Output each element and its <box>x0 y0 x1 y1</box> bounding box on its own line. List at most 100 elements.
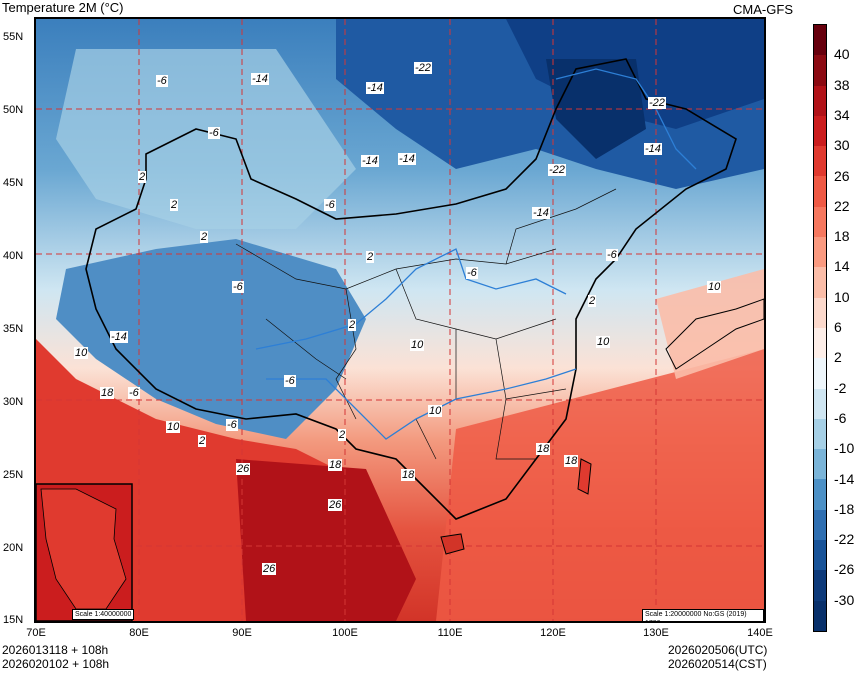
hainan-island <box>440 533 465 555</box>
colorbar-tick-label: 14 <box>834 258 850 275</box>
contour-label: -6 <box>284 375 296 387</box>
lat-label: 40N <box>3 250 24 262</box>
colorbar-swatch <box>814 297 826 328</box>
contour-label: 2 <box>366 251 375 263</box>
colorbar-swatch <box>814 600 826 631</box>
lon-label: 110E <box>437 627 463 639</box>
model-name: CMA-GFS <box>733 2 793 17</box>
contour-label: -14 <box>361 155 379 167</box>
colorbar-tick-label: 26 <box>834 167 850 184</box>
contour-label: 26 <box>328 499 343 511</box>
rivers <box>255 68 697 440</box>
contour-label: -14 <box>251 73 269 85</box>
colorbar-tick-label: 40 <box>834 46 850 63</box>
lat-label: 45N <box>3 177 24 189</box>
contour-label: 10 <box>596 336 611 348</box>
colorbar-tick-label: 2 <box>834 349 842 366</box>
valid-time-utc: 2026020506(UTC) <box>668 643 768 657</box>
lon-label: 130E <box>643 627 669 639</box>
colorbar-swatch <box>814 55 826 86</box>
colorbar-swatch <box>814 146 826 177</box>
contour-label: 2 <box>338 429 347 441</box>
init-time-cst: 2026020102 + 108h <box>2 657 110 671</box>
colorbar-tick-label: -6 <box>834 409 847 426</box>
contour-label: -22 <box>414 62 432 74</box>
contour-label: 26 <box>236 463 251 475</box>
lon-label: 90E <box>232 627 252 639</box>
init-time-utc: 2026013118 + 108h <box>2 643 109 657</box>
contour-label: 18 <box>564 455 579 467</box>
contour-label: -22 <box>648 97 666 109</box>
lat-label: 20N <box>3 542 24 554</box>
colorbar-swatch <box>814 509 826 541</box>
colorbar-tick-label: -14 <box>834 470 855 487</box>
contour-label: -14 <box>644 143 662 155</box>
lon-label: 100E <box>332 627 358 639</box>
map-title: Temperature 2M (°C) <box>2 0 124 15</box>
contour-label: -6 <box>466 267 478 279</box>
contour-label: 18 <box>328 459 343 471</box>
colorbar <box>813 24 827 632</box>
temperature-map[interactable]: Scale 1:40000000 Scale 1:20000000 No:GS … <box>34 17 766 623</box>
colorbar-swatch <box>814 540 826 571</box>
contour-label: -6 <box>128 387 140 399</box>
lat-label: 50N <box>3 104 24 116</box>
xinjiang-field <box>56 49 356 229</box>
colorbar-swatch <box>814 418 826 450</box>
contour-label: 10 <box>74 347 89 359</box>
contour-label: 2 <box>138 171 147 183</box>
lat-label: 15N <box>3 614 24 626</box>
contour-label: 18 <box>100 387 115 399</box>
contour-label: 18 <box>401 469 416 481</box>
inset-scale: Scale 1:40000000 <box>72 609 135 620</box>
colorbar-swatch <box>814 358 826 389</box>
plateau-cold <box>56 239 366 439</box>
japan-field <box>656 269 764 379</box>
colorbar-swatch <box>814 25 826 56</box>
graticule <box>36 19 764 621</box>
lon-label: 70E <box>26 627 46 639</box>
colorbar-swatch <box>814 449 826 480</box>
contour-label: 2 <box>198 435 207 447</box>
contour-label: -6 <box>226 419 238 431</box>
colorbar-swatch <box>814 115 826 147</box>
lon-label: 140E <box>747 627 773 639</box>
contour-label: -6 <box>232 281 244 293</box>
main-scale: Scale 1:20000000 No:GS (2019) 1786 <box>642 609 764 621</box>
colorbar-tick-label: -22 <box>834 531 855 548</box>
colorbar-swatch <box>814 570 826 601</box>
contour-label: 2 <box>200 231 209 243</box>
colorbar-swatch <box>814 85 826 116</box>
contour-label: -6 <box>606 249 618 261</box>
contour-label: 18 <box>536 443 551 455</box>
contour-label: -6 <box>324 199 336 211</box>
lat-label: 30N <box>3 396 24 408</box>
contour-label: -14 <box>110 331 128 343</box>
lat-label: 35N <box>3 323 24 335</box>
colorbar-tick-label: 6 <box>834 319 842 335</box>
contour-label: -14 <box>532 207 550 219</box>
lat-label: 25N <box>3 469 24 481</box>
map-canvas <box>36 19 764 621</box>
lon-label: 80E <box>129 627 149 639</box>
colorbar-swatch <box>814 267 826 298</box>
contour-label: 10 <box>166 421 181 433</box>
colorbar-tick-label: 34 <box>834 106 850 123</box>
colorbar-tick-label: -26 <box>834 561 855 578</box>
colorbar-swatch <box>814 206 826 238</box>
colorbar-swatch <box>814 327 826 359</box>
hot-region <box>236 459 416 621</box>
contour-label: -22 <box>548 164 566 176</box>
japan-coast <box>665 298 764 370</box>
contour-label: 10 <box>428 405 443 417</box>
colorbar-tick-label: 30 <box>834 137 850 154</box>
colorbar-swatch <box>814 237 826 268</box>
inset-map <box>40 488 127 610</box>
contour-label: 2 <box>348 319 357 331</box>
contour-label: 26 <box>262 563 277 575</box>
colorbar-tick-label: 10 <box>834 288 850 305</box>
contour-label: -14 <box>398 153 416 165</box>
colorbar-tick-label: 18 <box>834 228 850 245</box>
contour-label: -14 <box>366 82 384 94</box>
contour-label: 10 <box>707 281 722 293</box>
